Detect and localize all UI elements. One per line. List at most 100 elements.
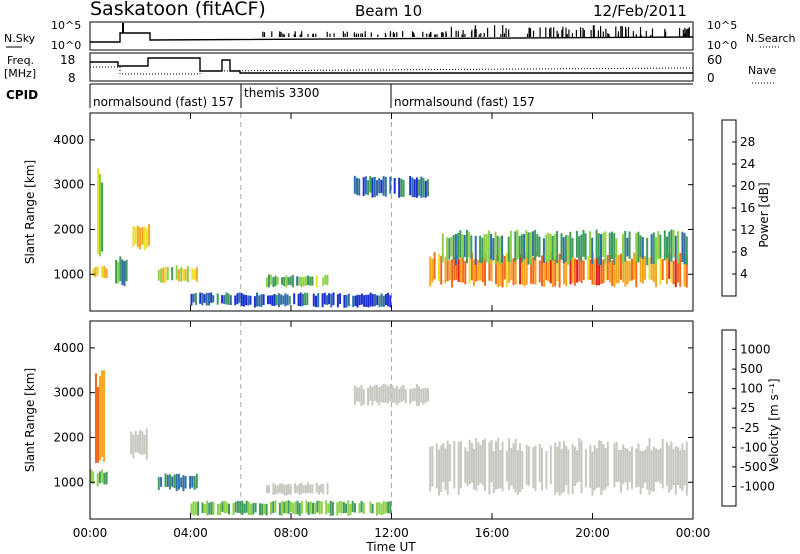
- range-time-cell: [272, 483, 275, 495]
- range-time-cell: [268, 274, 270, 288]
- range-time-cell: [105, 471, 108, 485]
- range-time-cell: [413, 179, 416, 198]
- range-time-cell: [201, 502, 204, 514]
- range-time-cell: [474, 235, 477, 265]
- range-time-cell: [384, 176, 387, 197]
- range-time-cell: [459, 257, 462, 283]
- range-time-cell: [275, 294, 278, 306]
- range-time-cell: [576, 259, 579, 283]
- range-time-cell: [339, 293, 342, 305]
- range-time-cell: [378, 387, 381, 406]
- range-time-cell: [294, 501, 297, 515]
- range-time-cell: [292, 502, 295, 514]
- range-time-cell: [157, 477, 160, 490]
- range-time-cell: [441, 233, 444, 263]
- range-time-cell: [415, 177, 418, 198]
- x-tick-label: 16:00: [475, 526, 510, 540]
- range-time-cell: [389, 295, 392, 308]
- range-time-cell: [378, 502, 381, 515]
- range-time-cell: [655, 448, 658, 483]
- range-time-cell: [582, 260, 585, 280]
- range-time-cell: [382, 501, 385, 515]
- range-time-cell: [245, 294, 248, 306]
- range-time-cell: [468, 257, 471, 284]
- frequency-trace: [90, 57, 693, 74]
- range-time-cell: [374, 294, 376, 307]
- freq-left-tick-top: 18: [60, 53, 75, 67]
- range-time-cell: [309, 501, 312, 514]
- range-time-cell: [589, 444, 592, 489]
- range-time-cell: [595, 257, 598, 286]
- range-time-cell: [307, 275, 309, 285]
- range-time-cell: [563, 441, 565, 493]
- range-time-cell: [316, 500, 319, 513]
- range-time-cell: [547, 254, 550, 282]
- range-time-cell: [541, 447, 543, 491]
- range-time-cell: [409, 388, 412, 405]
- range-time-cell: [591, 451, 594, 496]
- range-time-cell: [531, 231, 534, 257]
- range-time-cell: [94, 267, 97, 278]
- range-time-cell: [666, 236, 668, 259]
- range-time-cell: [600, 259, 603, 284]
- range-time-cell: [448, 443, 451, 482]
- x-tick-label: 04:00: [173, 526, 208, 540]
- range-time-cell: [182, 268, 185, 281]
- range-time-cell: [519, 443, 522, 493]
- range-time-cell: [639, 450, 642, 495]
- range-time-cell: [326, 295, 328, 305]
- range-time-cell: [552, 256, 554, 288]
- range-time-cell: [628, 260, 631, 281]
- freq-panel: Freq. [MHz] 18 8 60 0 Nave: [4, 52, 776, 85]
- range-time-cell: [225, 502, 228, 513]
- range-time-cell: [668, 252, 671, 279]
- range-time-cell: [354, 503, 356, 513]
- range-time-cell: [143, 226, 146, 250]
- range-time-cell: [477, 260, 480, 281]
- range-time-cell: [641, 255, 644, 284]
- range-time-cell: [427, 179, 429, 197]
- range-time-cell: [353, 385, 356, 405]
- range-time-cell: [101, 266, 104, 278]
- range-time-cell: [284, 293, 287, 307]
- range-time-cell: [265, 503, 268, 516]
- range-time-cell: [234, 501, 237, 513]
- range-time-cell: [639, 235, 642, 257]
- range-time-cell: [376, 180, 378, 196]
- range-time-cell: [635, 448, 638, 488]
- range-time-cell: [578, 236, 581, 260]
- range-time-cell: [440, 445, 443, 493]
- range-time-cell: [520, 234, 523, 263]
- range-time-cell: [208, 502, 211, 515]
- range-time-cell: [134, 226, 137, 245]
- range-time-cell: [479, 256, 482, 281]
- range-time-cell: [573, 258, 576, 286]
- freq-label-line2: [MHz]: [4, 67, 36, 80]
- range-time-cell: [117, 261, 120, 284]
- range-time-cell: [190, 503, 193, 514]
- range-time-cell: [225, 292, 228, 305]
- range-time-cell: [96, 266, 99, 276]
- nave-trace: [90, 66, 694, 75]
- range-time-cell: [495, 441, 497, 490]
- range-time-cell: [435, 443, 438, 489]
- range-time-cell: [219, 503, 222, 516]
- range-time-cell: [369, 292, 372, 307]
- range-time-cell: [575, 230, 578, 258]
- range-time-cell: [589, 231, 591, 259]
- range-time-cell: [679, 253, 682, 287]
- freq-left-tick-bottom: 8: [68, 71, 76, 85]
- range-time-cell: [431, 258, 434, 283]
- range-time-cell: [304, 292, 307, 306]
- range-time-cell: [336, 502, 339, 516]
- range-time-cell: [641, 237, 644, 260]
- range-time-cell: [393, 388, 396, 403]
- range-time-cell: [444, 256, 447, 283]
- range-time-cell: [639, 252, 642, 283]
- range-time-cell: [488, 254, 491, 281]
- range-time-cell: [193, 476, 196, 490]
- range-time-cell: [597, 233, 600, 265]
- range-time-cell: [216, 293, 219, 305]
- range-time-cell: [190, 293, 193, 306]
- range-time-cell: [534, 229, 537, 261]
